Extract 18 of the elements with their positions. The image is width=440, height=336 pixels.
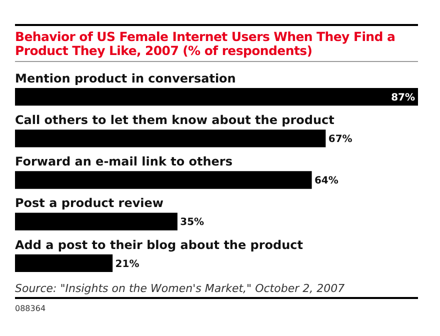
text: 088364 <box>15 304 46 313</box>
bar <box>15 254 113 272</box>
bar <box>15 130 326 148</box>
y-tick-label: Call others to let them know about the product <box>15 113 335 128</box>
data-label: 87% <box>391 92 415 104</box>
data-label: 67% <box>328 134 352 145</box>
data-label: 21% <box>115 258 140 270</box>
bar <box>15 212 178 230</box>
y-tick-label: Mention product in conversation <box>15 71 236 86</box>
bar <box>15 171 312 189</box>
data-label: 35% <box>180 217 204 228</box>
bar <box>15 88 418 106</box>
y-tick-label: Post a product review <box>15 196 164 210</box>
chart-title: Behavior of US Female Internet Users When They Find a Product They Like, 2007 (% of respondents) <box>15 24 418 62</box>
y-tick-label: Forward an e-mail link to others <box>15 154 232 169</box>
data-label: 64% <box>314 176 338 187</box>
source-note: Source: "Insights on the Women's Market," October 2, 2007 <box>15 282 418 299</box>
y-tick-label: Add a post to their blog about the product <box>15 238 304 252</box>
